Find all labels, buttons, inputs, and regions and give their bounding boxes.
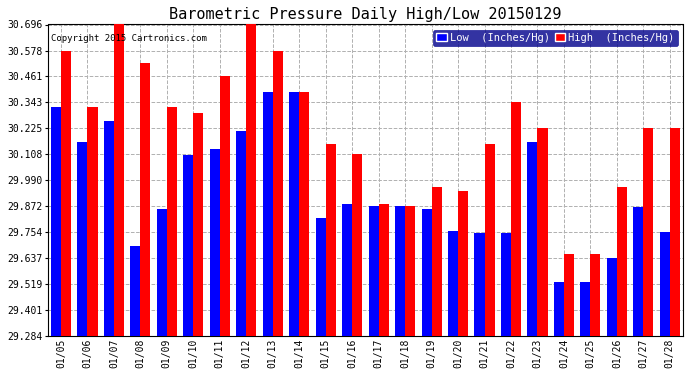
Bar <box>61 51 71 336</box>
Bar <box>501 233 511 336</box>
Bar <box>607 258 617 336</box>
Bar <box>660 232 670 336</box>
Bar <box>210 149 220 336</box>
Bar <box>484 144 495 336</box>
Bar <box>458 191 468 336</box>
Bar <box>395 206 405 336</box>
Bar <box>342 204 352 336</box>
Bar <box>591 254 600 336</box>
Bar <box>157 209 167 336</box>
Bar <box>475 233 484 336</box>
Bar <box>368 206 379 336</box>
Bar <box>167 107 177 336</box>
Bar <box>77 142 88 336</box>
Bar <box>379 204 388 336</box>
Bar <box>352 154 362 336</box>
Bar <box>273 51 283 336</box>
Bar <box>220 76 230 336</box>
Bar <box>405 206 415 336</box>
Bar <box>422 209 431 336</box>
Bar <box>633 207 643 336</box>
Bar <box>326 144 336 336</box>
Bar <box>289 92 299 336</box>
Bar <box>299 92 309 336</box>
Bar <box>511 102 521 336</box>
Bar <box>580 282 591 336</box>
Bar <box>315 218 326 336</box>
Bar <box>263 92 273 336</box>
Bar <box>246 24 257 336</box>
Bar <box>104 121 114 336</box>
Bar <box>564 254 574 336</box>
Text: Copyright 2015 Cartronics.com: Copyright 2015 Cartronics.com <box>51 34 207 43</box>
Bar <box>643 128 653 336</box>
Title: Barometric Pressure Daily High/Low 20150129: Barometric Pressure Daily High/Low 20150… <box>169 7 562 22</box>
Bar <box>527 142 538 336</box>
Bar <box>193 113 204 336</box>
Bar <box>51 107 61 336</box>
Legend: Low  (Inches/Hg), High  (Inches/Hg): Low (Inches/Hg), High (Inches/Hg) <box>433 30 678 46</box>
Bar <box>617 187 627 336</box>
Bar <box>670 128 680 336</box>
Bar <box>448 231 458 336</box>
Bar <box>140 63 150 336</box>
Bar <box>130 246 140 336</box>
Bar <box>114 24 124 336</box>
Bar <box>538 128 548 336</box>
Bar <box>184 155 193 336</box>
Bar <box>554 282 564 336</box>
Bar <box>431 187 442 336</box>
Bar <box>88 107 97 336</box>
Bar <box>236 130 246 336</box>
